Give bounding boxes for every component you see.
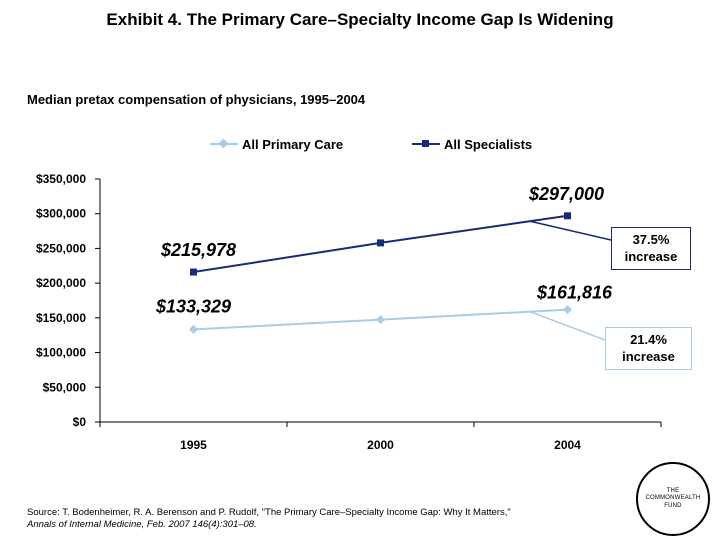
line-chart: $0 $50,000 $100,000 $150,000 $200,000 $250,00…	[36, 172, 662, 452]
specialists-increase-percent: 37.5%	[632, 232, 670, 247]
y-tick-label: $200,000	[36, 276, 86, 290]
primary-care-callout-leader	[529, 310, 606, 341]
commonwealth-fund-logo: THE COMMONWEALTH FUND	[636, 462, 710, 536]
data-labels: $215,978 $297,000 $133,329 $161,816	[155, 184, 613, 317]
data-label: $161,816	[536, 283, 613, 303]
primary-care-point	[563, 305, 572, 315]
specialists-callout-leader	[529, 220, 612, 241]
legend-line-primary-care	[210, 138, 238, 149]
y-tick-label: $250,000	[36, 241, 86, 255]
diamond-marker-icon	[218, 138, 229, 149]
y-tick-label: $150,000	[36, 311, 86, 325]
legend-item-primary-care: All Primary Care	[210, 134, 343, 154]
series-lines	[193, 214, 568, 331]
chart-title: Exhibit 4. The Primary Care–Specialty In…	[106, 10, 614, 29]
specialists-point	[190, 268, 197, 276]
data-label: $297,000	[528, 184, 604, 204]
y-tick-label: $0	[73, 415, 87, 429]
x-axis-labels: 1995 2000 2004	[180, 438, 581, 452]
legend-label-primary-care: All Primary Care	[242, 136, 344, 152]
series-markers	[189, 212, 572, 334]
specialists-increase-word: increase	[624, 249, 678, 264]
y-axis-labels: $0 $50,000 $100,000 $150,000 $200,000 $250,00…	[36, 172, 86, 429]
primary-care-increase-word: increase	[622, 349, 675, 364]
callout-leaders	[529, 220, 612, 341]
chart-subtitle: Median pretax compensation of physicians…	[27, 92, 366, 107]
y-tick-label: $300,000	[36, 207, 86, 221]
specialists-point	[377, 239, 384, 247]
y-tick-label: $350,000	[36, 172, 86, 186]
legend-line-specialists	[412, 140, 440, 147]
x-tick-label: 1995	[180, 438, 207, 452]
x-tick-label: 2000	[367, 438, 394, 452]
legend: All Primary Care All Specialists	[0, 134, 720, 154]
chart-axes	[95, 178, 662, 427]
source-citation: Annals of Internal Medicine, Feb. 2007 1…	[27, 519, 257, 530]
logo-line-2: COMMONWEALTH	[645, 495, 701, 502]
specialists-point	[564, 212, 571, 220]
legend-item-specialists: All Specialists	[412, 134, 532, 154]
logo-line-1: THE	[666, 487, 680, 494]
primary-care-increase-percent: 21.4%	[630, 332, 667, 347]
primary-care-point	[376, 315, 385, 325]
primary-care-increase-callout: 21.4% increase	[605, 327, 692, 370]
primary-care-point	[189, 324, 198, 334]
y-tick-label: $50,000	[43, 380, 87, 394]
y-tick-label: $100,000	[36, 346, 86, 360]
data-label: $133,329	[155, 296, 231, 316]
source-text: Source: T. Bodenheimer, R. A. Berenson a…	[27, 507, 511, 518]
legend-label-specialists: All Specialists	[444, 136, 533, 152]
source-note: Source: T. Bodenheimer, R. A. Berenson a…	[27, 507, 637, 531]
data-label: $215,978	[160, 240, 236, 260]
square-marker-icon	[422, 140, 429, 147]
x-tick-label: 2004	[554, 438, 581, 452]
specialists-increase-callout: 37.5% increase	[611, 227, 691, 270]
logo-line-3: FUND	[664, 502, 682, 509]
